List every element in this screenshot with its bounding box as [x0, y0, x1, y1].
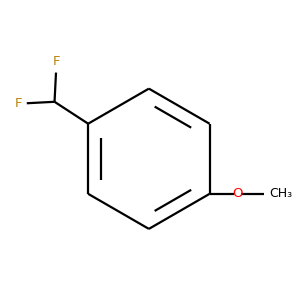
Text: O: O — [232, 187, 243, 200]
Text: F: F — [52, 55, 60, 68]
Text: CH₃: CH₃ — [269, 187, 292, 200]
Text: F: F — [15, 97, 22, 110]
